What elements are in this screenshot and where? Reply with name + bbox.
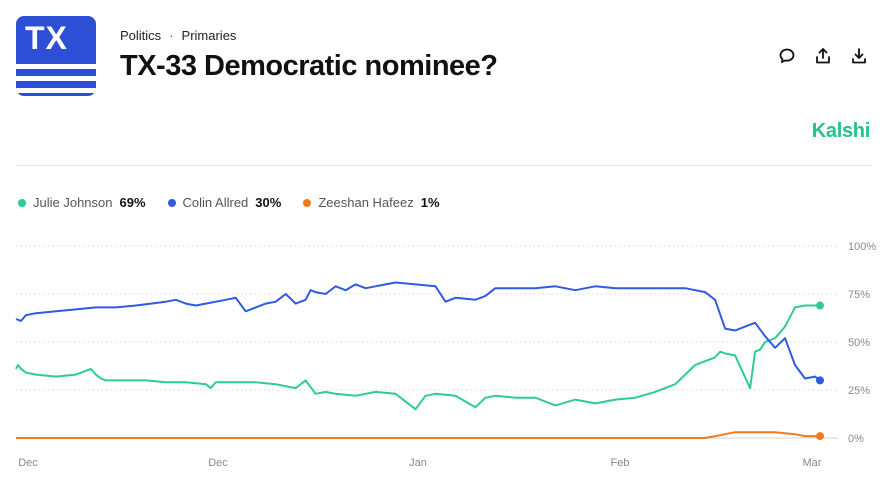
logo-text: TX: [25, 20, 68, 56]
legend-item-zeeshan-hafeez[interactable]: Zeeshan Hafeez 1%: [303, 195, 440, 210]
y-tick-label: 100%: [848, 241, 876, 253]
series-endpoint-julie-johnson: [816, 301, 824, 310]
legend-dot: [18, 198, 26, 207]
x-tick-label: Jan: [409, 457, 427, 469]
y-tick-label: 25%: [848, 385, 870, 397]
legend-value: 1%: [420, 195, 440, 210]
x-tick-label: Dec: [208, 457, 228, 469]
legend-value: 30%: [255, 195, 282, 210]
series-endpoint-zeeshan-hafeez: [816, 432, 824, 441]
legend-dot: [167, 198, 176, 207]
logo-stripe: [16, 76, 96, 81]
legend-item-colin-allred[interactable]: Colin Allred 30%: [167, 195, 282, 210]
legend-item-julie-johnson[interactable]: Julie Johnson 69%: [18, 195, 146, 210]
divider: [16, 165, 872, 166]
legend-name: Julie Johnson: [33, 195, 113, 210]
legend-value: 69%: [119, 195, 146, 210]
series-endpoint-colin-allred: [816, 376, 824, 385]
series-line-colin-allred: [15, 281, 821, 382]
breadcrumb: Politics · Primaries: [120, 28, 236, 43]
download-icon: [852, 48, 866, 64]
x-tick-label: Dec: [18, 457, 38, 469]
series-line-julie-johnson: [15, 304, 820, 411]
breadcrumb-subcategory[interactable]: Primaries: [181, 28, 237, 43]
breadcrumb-separator: ·: [169, 28, 174, 43]
series-line-zeeshan-hafeez: [16, 431, 820, 439]
action-bar: [778, 46, 868, 66]
market-logo: TX: [16, 16, 96, 96]
legend-dot: [303, 198, 312, 207]
legend-name: Colin Allred: [182, 195, 249, 210]
share-button[interactable]: [814, 46, 832, 66]
price-chart[interactable]: 0% 25% 50% 75% 100% Dec Dec Jan Feb Mar: [0, 230, 890, 478]
page-title: TX-33 Democratic nominee?: [120, 50, 498, 82]
x-tick-label: Mar: [803, 457, 822, 469]
y-tick-label: 0%: [848, 433, 864, 445]
download-button[interactable]: [850, 46, 868, 66]
kalshi-logo[interactable]: Kalshi: [811, 120, 871, 142]
logo-stripe: [16, 88, 96, 93]
comment-icon: [779, 48, 795, 63]
x-tick-label: Feb: [611, 457, 630, 469]
chart-legend: Julie Johnson 69% Colin Allred 30% Zeesh…: [18, 195, 440, 210]
y-tick-label: 50%: [848, 337, 870, 349]
comment-button[interactable]: [778, 46, 796, 66]
logo-stripe: [16, 64, 96, 69]
share-icon: [816, 48, 830, 64]
y-tick-label: 75%: [848, 289, 870, 301]
legend-name: Zeeshan Hafeez: [318, 195, 414, 210]
breadcrumb-category[interactable]: Politics: [120, 28, 162, 43]
